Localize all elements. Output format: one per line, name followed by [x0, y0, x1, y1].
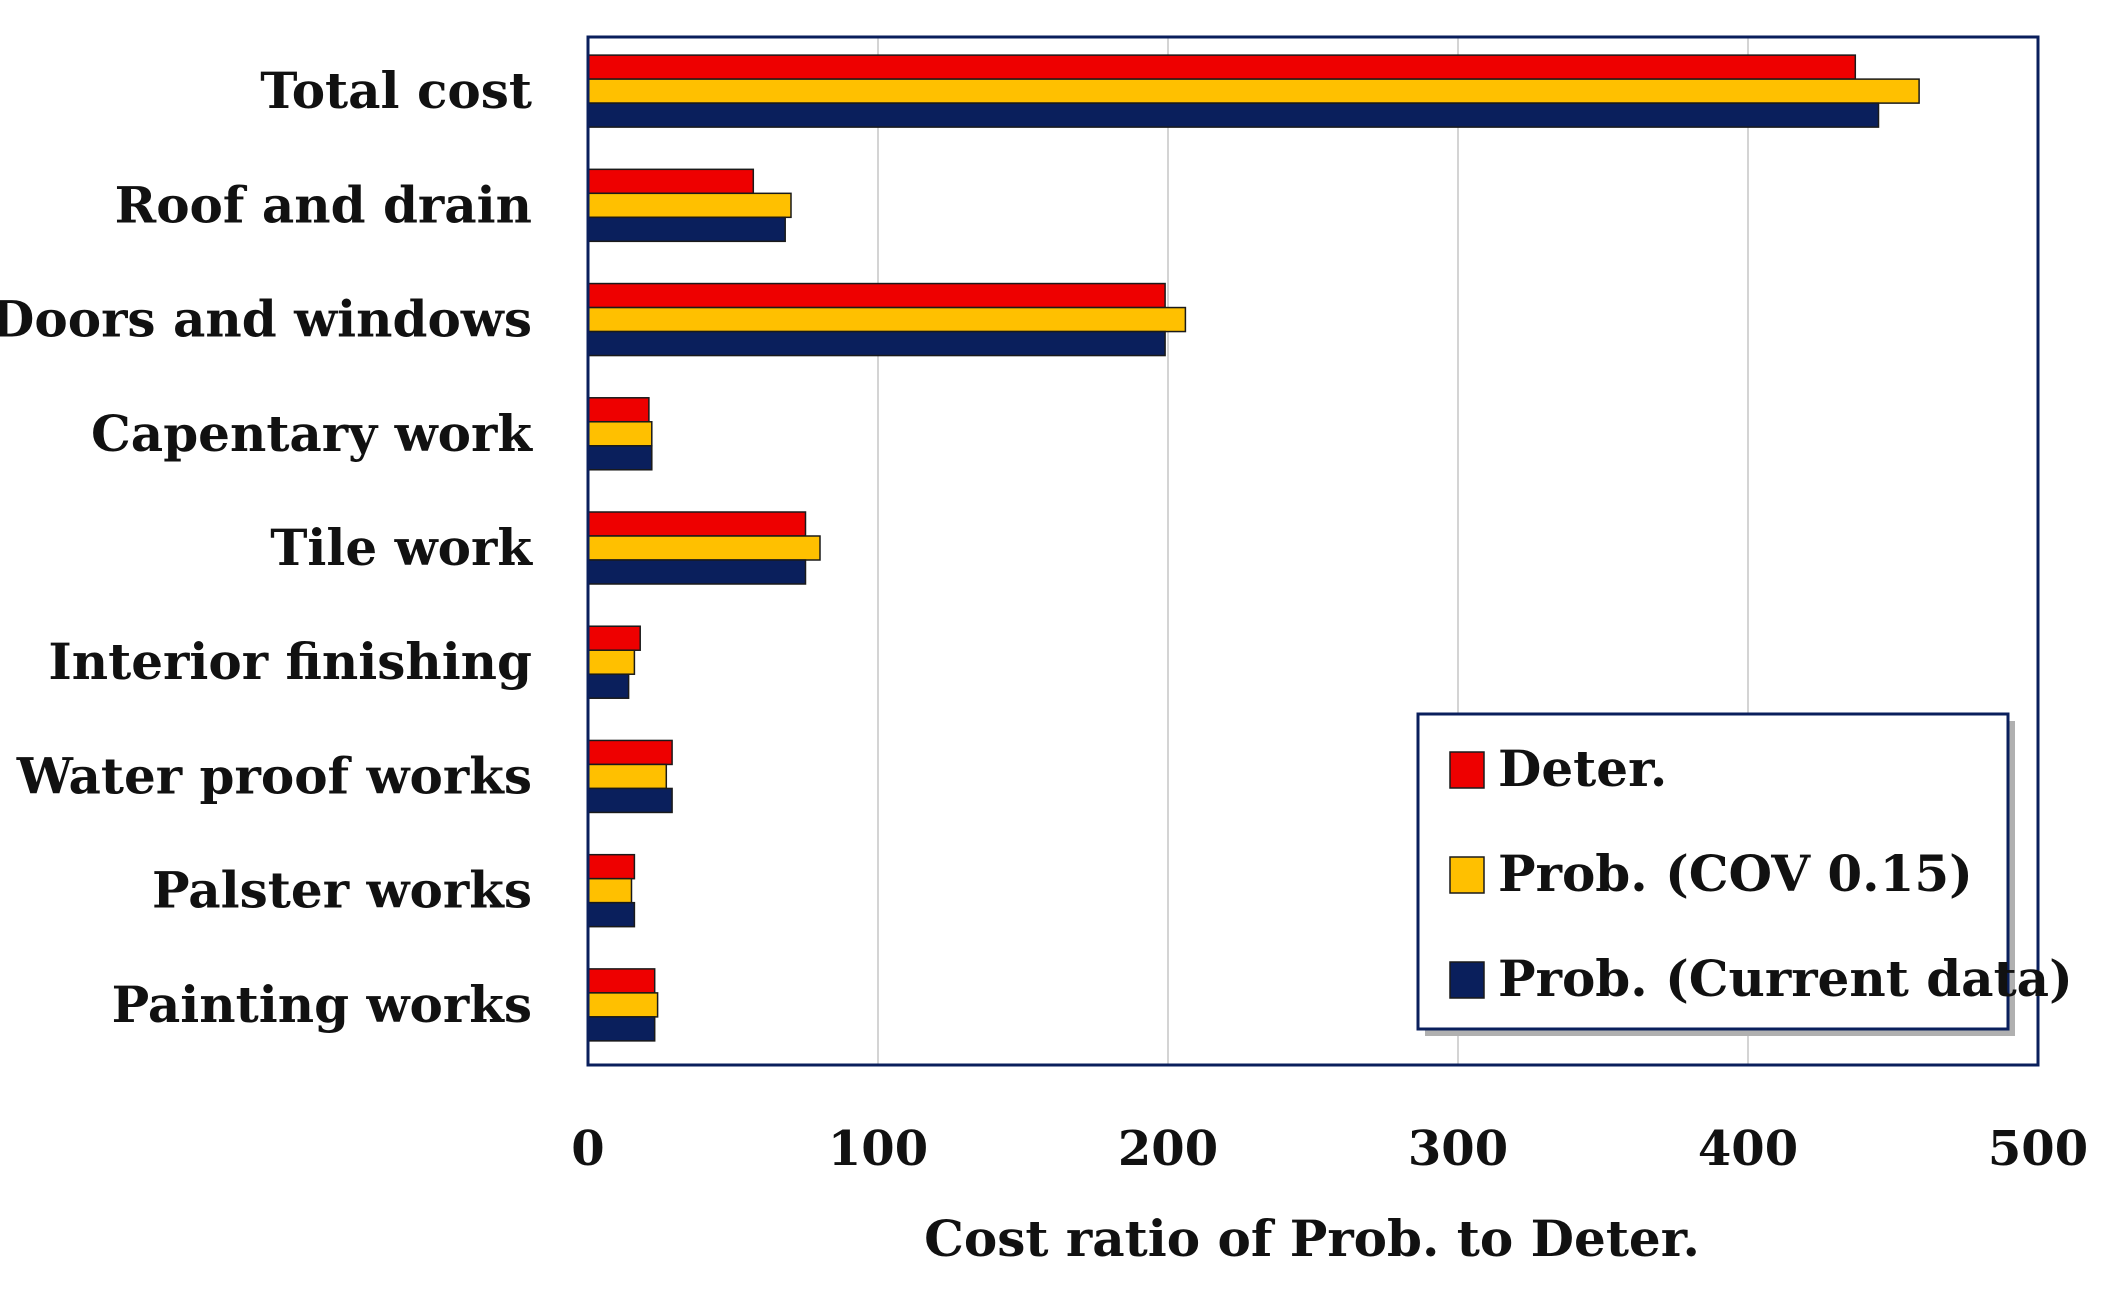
bar: [587, 673, 630, 699]
category-label: Interior finishing: [48, 632, 532, 691]
bar: [587, 649, 636, 675]
bar: [587, 282, 1166, 309]
legend: Deter. Prob. (COV 0.15) Prob. (Current dat…: [1416, 712, 2073, 1036]
legend-items: Deter. Prob. (COV 0.15) Prob. (Current dat…: [1449, 739, 2073, 1008]
x-axis-title: Cost ratio of Prob. to Deter.: [924, 1209, 1700, 1268]
x-tick-label: 0: [571, 1121, 604, 1177]
bar: [587, 763, 668, 790]
bar: [587, 559, 807, 585]
category-label: Water proof works: [16, 746, 532, 805]
bar: [587, 511, 807, 537]
bar: [587, 625, 641, 651]
legend-swatch: [1449, 961, 1485, 999]
bar: [587, 535, 821, 561]
legend-swatch: [1449, 751, 1485, 789]
bar: [587, 968, 656, 994]
bar: [587, 330, 1166, 357]
category-label: Tile work: [270, 518, 533, 577]
bar: [587, 1016, 656, 1042]
legend-swatch: [1449, 856, 1485, 894]
legend-box: [1416, 712, 2010, 1031]
bars: [587, 54, 1920, 1042]
category-label: Painting works: [112, 975, 532, 1034]
x-tick-label: 200: [1118, 1121, 1218, 1177]
bar: [587, 877, 633, 904]
x-tick-label: 400: [1698, 1121, 1798, 1177]
category-label: Capentary work: [91, 404, 533, 463]
category-label: Doors and windows: [0, 290, 532, 349]
bar: [587, 992, 659, 1018]
bar: [587, 216, 786, 243]
x-tick-label: 100: [828, 1121, 928, 1177]
x-tick-labels: 0 100 200 300 400 500: [571, 1121, 2088, 1177]
legend-label: Deter.: [1498, 739, 1667, 798]
bar: [587, 306, 1187, 333]
category-label: Total cost: [260, 61, 532, 120]
x-tick-label: 500: [1988, 1121, 2088, 1177]
bar: [587, 787, 673, 814]
bar: [587, 78, 1920, 104]
bar: [587, 54, 1857, 80]
bar: [587, 739, 673, 766]
legend-label: Prob. (Current data): [1498, 949, 2073, 1008]
bar: [587, 192, 792, 219]
category-label: Roof and drain: [115, 175, 532, 234]
category-label: Palster works: [152, 861, 532, 920]
bar: [587, 168, 755, 195]
bar: [587, 421, 653, 447]
x-tick-label: 300: [1408, 1121, 1508, 1177]
legend-label: Prob. (COV 0.15): [1498, 844, 1973, 903]
bar: [587, 397, 650, 423]
bar: [587, 445, 653, 471]
plot-frame: [586, 35, 2040, 1067]
category-labels: Total cost Roof and drain Doors and window…: [0, 61, 533, 1034]
bar: [587, 102, 1880, 128]
bar: [587, 853, 636, 880]
bar: [587, 901, 636, 928]
